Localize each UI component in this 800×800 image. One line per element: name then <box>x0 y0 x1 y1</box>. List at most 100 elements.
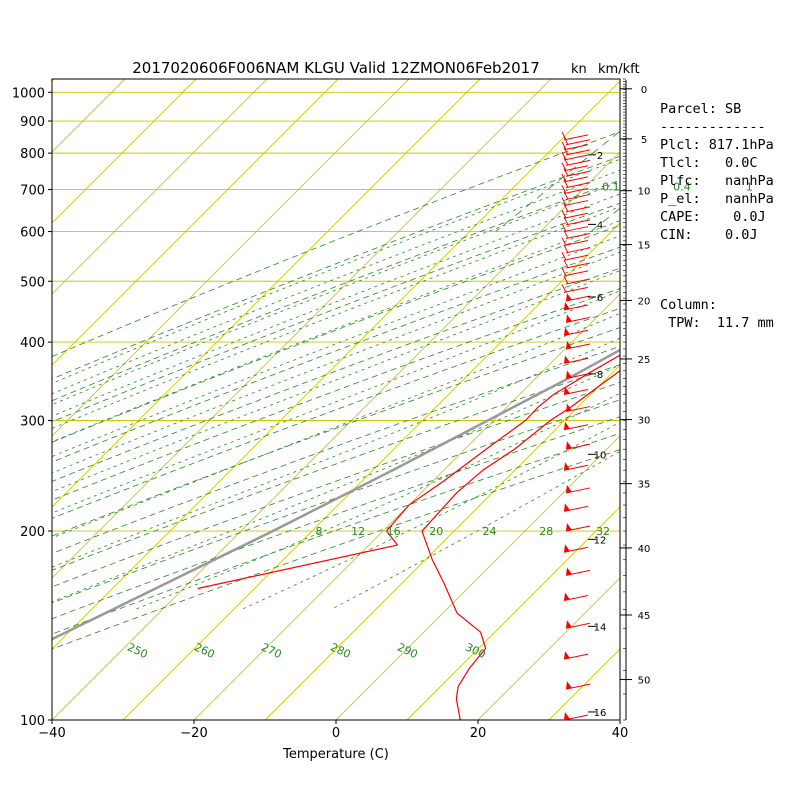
wind-barb-staff <box>565 159 591 166</box>
mixing-ratio-label: 20 <box>429 525 443 538</box>
wind-barb-staff <box>563 226 589 233</box>
wind-barb-feather <box>561 162 567 171</box>
info-plfc: Plfc: nanhPa <box>660 173 774 189</box>
wind-barb-feather <box>563 157 569 166</box>
wind-barb <box>563 592 589 602</box>
chart-title: 2017020606F006NAM KLGU Valid 12ZMON06Feb… <box>132 59 540 77</box>
mixing-ratio-label: 24 <box>482 525 496 538</box>
height-km-label: 4 <box>597 220 603 231</box>
wind-barb <box>565 293 591 302</box>
wind-barb-feather <box>561 284 567 293</box>
dry-adiabat-line <box>52 267 620 482</box>
wind-barb-feather <box>563 168 569 177</box>
wind-barb-staff <box>565 182 591 189</box>
wind-barb-feather <box>561 252 567 261</box>
dry-adiabat-line <box>52 288 620 501</box>
y-tick-label: 100 <box>20 714 45 729</box>
isotherm-line <box>335 435 620 720</box>
isotherm-line <box>52 151 620 720</box>
isotherm-line <box>193 293 620 720</box>
wind-barb <box>563 355 589 364</box>
info-tpw: TPW: 11.7 mm <box>660 315 774 331</box>
wind-barb <box>563 216 591 226</box>
mixing-ratio-line <box>495 130 620 232</box>
x-tick-label: −20 <box>180 726 207 741</box>
wind-barb-staff <box>563 144 589 151</box>
wind-barb <box>561 210 589 219</box>
wind-barb <box>561 252 589 261</box>
wind-barb <box>561 223 589 233</box>
plot-frame <box>51 78 621 721</box>
wind-barb-staff <box>565 206 591 213</box>
wind-barb <box>563 244 591 254</box>
height-kft-label: 20 <box>638 296 651 307</box>
wind-barb <box>565 620 591 629</box>
wind-barb <box>563 301 589 311</box>
wind-barb-staff <box>563 176 589 183</box>
dry-adiabat-line <box>52 432 620 635</box>
wind-barb <box>563 146 591 156</box>
height-kft-label: 15 <box>638 241 651 252</box>
wind-barb <box>561 237 589 247</box>
mixing-ratio-label: 16 <box>387 525 401 538</box>
wind-barb-flag <box>564 712 570 720</box>
moist-adiabat-line <box>52 206 620 429</box>
info-cin: CIN: 0.0J <box>660 227 758 243</box>
moist-adiabat-line <box>52 251 620 474</box>
dry-adiabat-line <box>52 416 620 620</box>
wind-barb-staff <box>565 139 591 146</box>
x-tick-label: 20 <box>470 726 487 741</box>
mixing-ratio-label: 0.4 <box>673 181 691 194</box>
wind-barb-flag <box>564 301 570 310</box>
height-kft-label: 35 <box>638 480 651 491</box>
height-km-label: 8 <box>597 370 603 381</box>
dry-adiabat-label: 250 <box>125 640 150 661</box>
wind-barb-flag <box>564 327 570 336</box>
y-tick-label: 800 <box>20 147 45 162</box>
wind-barb <box>565 370 591 379</box>
wind-barb-flag <box>564 651 570 660</box>
wind-barb <box>561 151 589 161</box>
wind-barb <box>563 386 589 396</box>
wind-barb-feather <box>561 185 567 194</box>
mixing-ratio-label: 8 <box>316 525 323 538</box>
wind-barb-feather <box>563 275 569 285</box>
wind-barb-flag <box>566 314 572 323</box>
wind-barb-flag <box>566 620 572 629</box>
wind-barb-flag <box>564 355 570 364</box>
x-tick-label: −40 <box>38 726 65 741</box>
wind-barb-staff <box>565 232 591 239</box>
dry-adiabat-line <box>52 131 620 357</box>
isotherm-line <box>52 79 410 437</box>
y-tick-label: 200 <box>20 525 45 540</box>
wind-barb-staff <box>563 200 589 207</box>
height-kft-label: 45 <box>638 611 651 622</box>
moist-adiabat-line <box>52 337 620 568</box>
wind-barb <box>563 651 589 660</box>
wind-barb-feather <box>561 267 567 277</box>
height-kft-label: 0 <box>641 85 647 96</box>
wind-barb-flag <box>564 462 570 471</box>
wind-barb-flag <box>566 484 572 493</box>
wind-barb-flag <box>566 370 572 379</box>
wind-barb-flag <box>566 403 572 412</box>
height-km-label: 6 <box>597 293 603 304</box>
x-tick-label: 40 <box>612 726 629 741</box>
info-parcel: Parcel: SB <box>660 101 742 117</box>
wind-barb <box>563 259 591 269</box>
wind-barb-flag <box>566 567 572 576</box>
wind-barb <box>565 441 591 450</box>
dry-adiabat-line <box>52 307 620 519</box>
moist-adiabat-line <box>52 220 620 443</box>
wind-barb <box>563 462 589 471</box>
wind-barb <box>565 314 591 323</box>
adiabat-labels: 25026027028029030081216202428320.10.4124… <box>125 181 753 662</box>
wind-barb-feather <box>563 259 569 269</box>
wind-barb-staff <box>565 278 591 285</box>
wind-barb-feather <box>563 136 569 145</box>
wind-barb <box>563 157 591 166</box>
wind-barb <box>561 131 589 141</box>
height-kft-label: km/kft <box>598 62 640 77</box>
height-kft-label: 10 <box>638 187 651 198</box>
